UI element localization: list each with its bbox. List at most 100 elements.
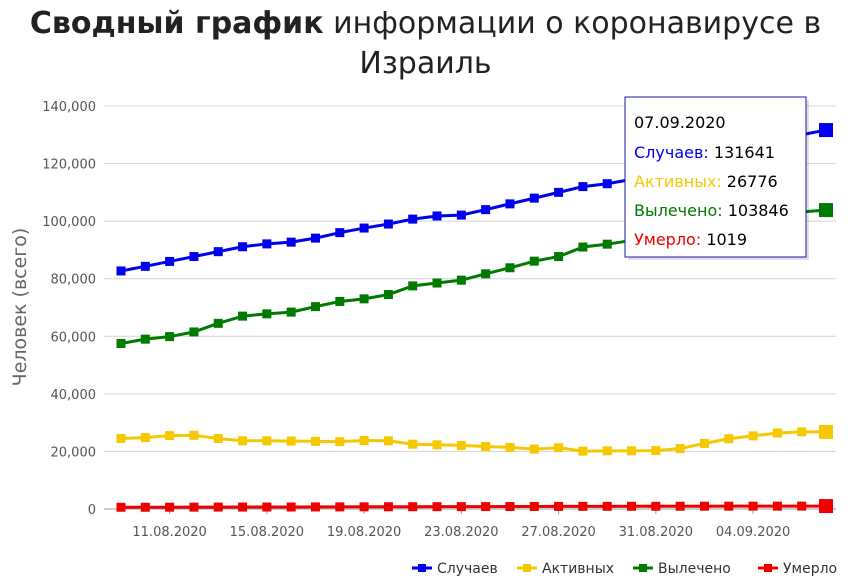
data-point[interactable]	[140, 334, 150, 344]
data-point[interactable]	[529, 501, 539, 511]
legend-item[interactable]: Активных	[517, 561, 614, 577]
data-point[interactable]	[602, 239, 612, 249]
data-point[interactable]	[627, 501, 637, 511]
data-point[interactable]	[408, 502, 418, 512]
data-point[interactable]	[286, 502, 296, 512]
data-point[interactable]	[432, 440, 442, 450]
data-point[interactable]	[578, 446, 588, 456]
data-point[interactable]	[772, 428, 782, 438]
data-point[interactable]	[819, 499, 833, 514]
data-point[interactable]	[189, 430, 199, 440]
data-point[interactable]	[408, 281, 418, 291]
data-point[interactable]	[748, 431, 758, 441]
data-point[interactable]	[456, 210, 466, 220]
data-point[interactable]	[262, 239, 272, 249]
data-point[interactable]	[359, 435, 369, 445]
data-point[interactable]	[578, 242, 588, 252]
data-point[interactable]	[116, 338, 126, 348]
data-point[interactable]	[432, 211, 442, 221]
data-point[interactable]	[286, 436, 296, 446]
data-point[interactable]	[165, 256, 175, 266]
data-point[interactable]	[554, 187, 564, 197]
data-point[interactable]	[481, 442, 491, 452]
data-point[interactable]	[310, 302, 320, 312]
data-point[interactable]	[578, 182, 588, 192]
data-point[interactable]	[189, 327, 199, 337]
data-point[interactable]	[262, 309, 272, 319]
data-point[interactable]	[602, 446, 612, 456]
data-point[interactable]	[602, 179, 612, 189]
data-point[interactable]	[819, 123, 833, 138]
data-point[interactable]	[797, 427, 807, 437]
legend[interactable]: Случаев Активных Вылечено Умерло	[412, 561, 837, 577]
data-point[interactable]	[456, 440, 466, 450]
data-point[interactable]	[408, 214, 418, 224]
data-point[interactable]	[262, 502, 272, 512]
data-point[interactable]	[383, 219, 393, 229]
data-point[interactable]	[286, 307, 296, 317]
data-point[interactable]	[675, 444, 685, 454]
data-point[interactable]	[481, 269, 491, 279]
data-point[interactable]	[772, 501, 782, 511]
legend-item[interactable]: Умерло	[758, 561, 837, 577]
data-point[interactable]	[335, 296, 345, 306]
data-point[interactable]	[456, 275, 466, 285]
data-point[interactable]	[383, 290, 393, 300]
data-point[interactable]	[408, 439, 418, 449]
data-point[interactable]	[213, 502, 223, 512]
data-point[interactable]	[651, 446, 661, 456]
data-point[interactable]	[116, 433, 126, 443]
data-point[interactable]	[238, 242, 248, 252]
data-point[interactable]	[529, 193, 539, 203]
data-point[interactable]	[238, 502, 248, 512]
data-point[interactable]	[165, 332, 175, 342]
data-point[interactable]	[554, 501, 564, 511]
data-point[interactable]	[675, 501, 685, 511]
data-point[interactable]	[165, 502, 175, 512]
data-point[interactable]	[140, 433, 150, 443]
data-point[interactable]	[481, 502, 491, 512]
data-point[interactable]	[699, 438, 709, 448]
data-point[interactable]	[359, 294, 369, 304]
data-point[interactable]	[724, 434, 734, 444]
data-point[interactable]	[189, 252, 199, 262]
data-point[interactable]	[651, 501, 661, 511]
data-point[interactable]	[481, 205, 491, 215]
data-point[interactable]	[432, 278, 442, 288]
data-point[interactable]	[554, 443, 564, 453]
data-point[interactable]	[335, 228, 345, 238]
data-point[interactable]	[627, 446, 637, 456]
data-point[interactable]	[456, 502, 466, 512]
data-point[interactable]	[238, 436, 248, 446]
data-point[interactable]	[165, 431, 175, 441]
data-point[interactable]	[383, 502, 393, 512]
data-point[interactable]	[383, 436, 393, 446]
data-point[interactable]	[116, 266, 126, 276]
data-point[interactable]	[238, 311, 248, 321]
data-point[interactable]	[724, 501, 734, 511]
data-point[interactable]	[505, 199, 515, 209]
data-point[interactable]	[797, 501, 807, 511]
data-point[interactable]	[505, 263, 515, 273]
data-point[interactable]	[213, 318, 223, 328]
data-point[interactable]	[116, 502, 126, 512]
data-point[interactable]	[286, 237, 296, 247]
data-point[interactable]	[359, 223, 369, 233]
data-point[interactable]	[529, 256, 539, 266]
data-point[interactable]	[189, 502, 199, 512]
data-point[interactable]	[554, 252, 564, 262]
data-point[interactable]	[602, 501, 612, 511]
data-point[interactable]	[529, 444, 539, 454]
data-point[interactable]	[140, 502, 150, 512]
data-point[interactable]	[335, 502, 345, 512]
legend-item[interactable]: Вылечено	[633, 561, 731, 577]
data-point[interactable]	[262, 436, 272, 446]
data-point[interactable]	[140, 261, 150, 271]
data-point[interactable]	[578, 501, 588, 511]
data-point[interactable]	[819, 203, 833, 218]
data-point[interactable]	[505, 502, 515, 512]
data-point[interactable]	[748, 501, 758, 511]
data-point[interactable]	[213, 247, 223, 257]
data-point[interactable]	[432, 502, 442, 512]
data-point[interactable]	[505, 442, 515, 452]
